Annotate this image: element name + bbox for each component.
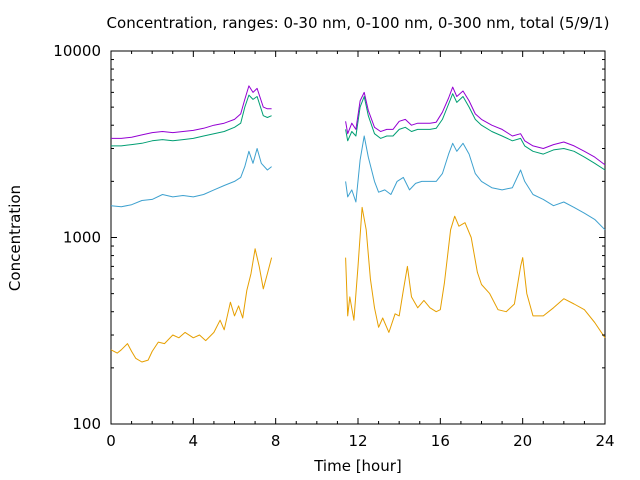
plot-border	[110, 50, 606, 425]
chart-title: Concentration, ranges: 0-30 nm, 0-100 nm…	[107, 14, 610, 32]
x-tick-label: 4	[189, 432, 199, 450]
y-tick-label: 100	[72, 415, 101, 433]
series-line-2-segment-1	[345, 93, 606, 171]
series-line-3-segment-1	[345, 86, 606, 166]
series-layer	[110, 85, 606, 363]
x-tick-label: 20	[513, 432, 532, 450]
x-axis: 0 4 8 12 16 20 24	[106, 51, 615, 450]
x-tick-label: 0	[106, 432, 116, 450]
y-axis-label: Concentration	[6, 185, 24, 291]
y-tick-label: 10000	[53, 42, 101, 60]
series-line-2-segment-0	[111, 94, 272, 147]
x-tick-label: 16	[431, 432, 450, 450]
x-tick-label: 24	[595, 432, 614, 450]
x-tick-label: 12	[348, 432, 367, 450]
y-axis: 100 1000 10000	[53, 42, 605, 433]
series-line-0-segment-0	[110, 248, 273, 363]
plot-area	[110, 50, 606, 425]
series-line-0-segment-1	[345, 206, 606, 339]
y-tick-label: 1000	[63, 229, 101, 247]
series-line-3-segment-0	[111, 85, 272, 139]
x-axis-label: Time [hour]	[313, 457, 402, 475]
x-tick-label: 8	[271, 432, 281, 450]
series-line-1-segment-0	[110, 148, 272, 208]
series-line-1-segment-1	[345, 135, 606, 231]
